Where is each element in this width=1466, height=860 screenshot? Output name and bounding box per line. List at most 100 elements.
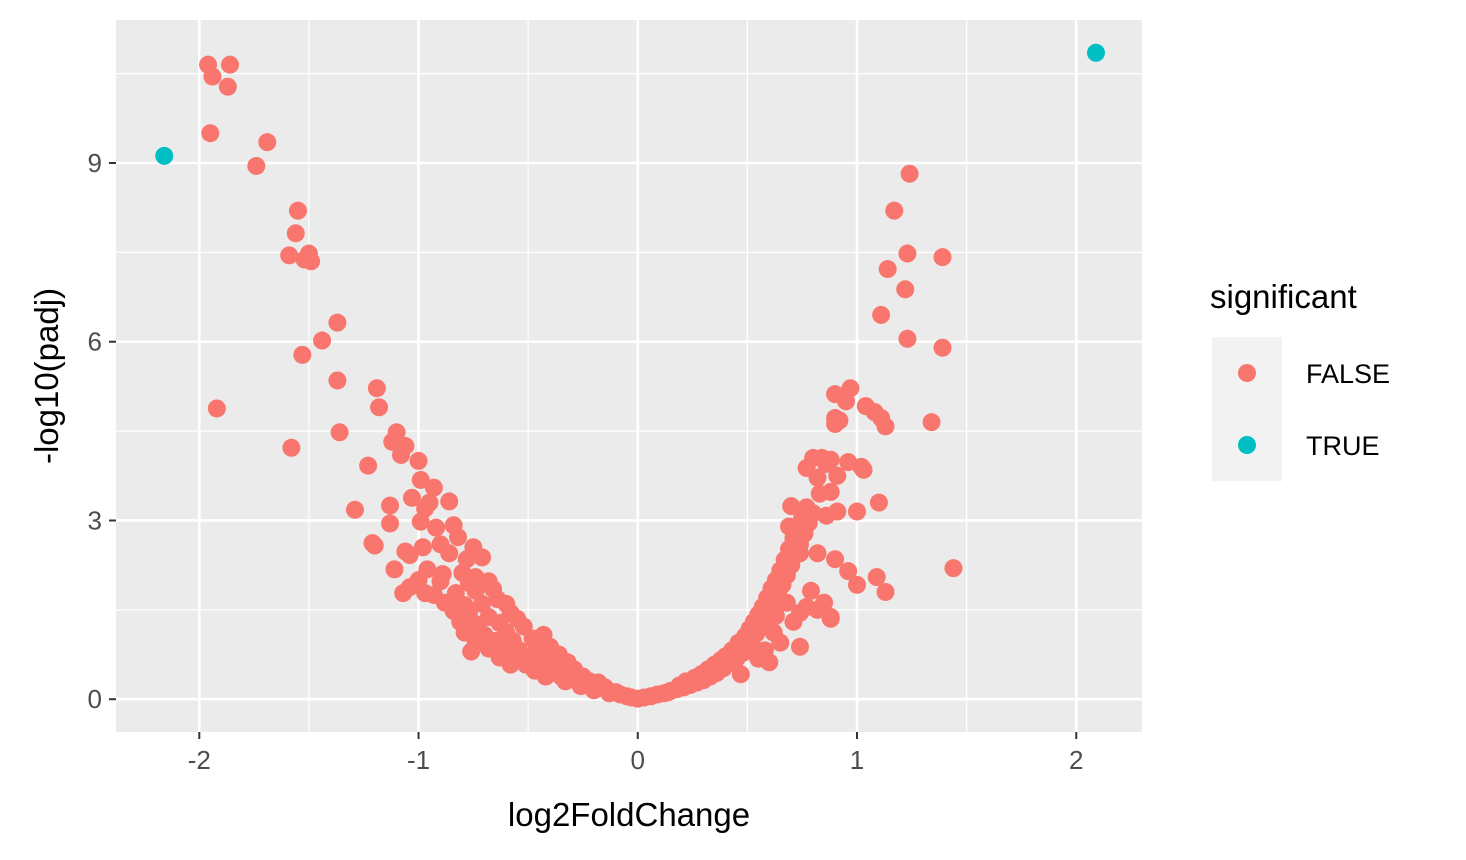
y-axis-title: -log10(padj) [28,288,65,464]
data-point-false [409,451,428,470]
data-point-false [815,593,834,612]
x-tick-label: -1 [407,745,430,775]
data-point-false [821,609,840,628]
data-point-false [411,470,430,489]
legend: significant FALSE TRUE [1210,278,1390,481]
data-point-true [155,146,174,165]
data-point-false [944,559,963,578]
data-point-false [258,133,277,152]
data-point-false [791,637,809,656]
data-point-false [876,582,895,601]
x-axis: -2 -1 0 1 2 [188,732,1083,775]
y-tick-label: 6 [88,327,102,357]
data-point-false [501,655,520,674]
data-point-false [385,560,404,579]
legend-title: significant [1210,278,1357,315]
data-point-false [381,514,400,533]
data-point-false [731,665,750,684]
data-point-false [830,411,849,430]
data-point-false [782,497,801,516]
x-tick-label: 2 [1069,745,1083,775]
data-point-false [933,248,952,267]
data-point-false [777,593,796,612]
legend-label-false: FALSE [1306,359,1390,389]
data-point-false [922,413,941,432]
data-point-false [536,667,555,686]
data-point-false [854,460,873,479]
y-tick-label: 0 [88,684,102,714]
data-point-false [872,305,891,324]
data-point-false [898,329,917,348]
data-point-false [795,522,814,541]
legend-label-true: TRUE [1306,431,1380,461]
data-point-true [1086,43,1105,62]
data-point-false [808,544,827,563]
data-point-false [900,164,919,183]
data-point-false [828,466,847,485]
data-point-false [302,252,321,271]
data-point-false [933,338,952,357]
data-point-false [288,201,307,220]
data-point-false [328,313,347,332]
data-point-false [365,536,384,555]
data-point-false [801,581,820,600]
data-point-false [402,488,421,507]
data-point-false [424,478,443,497]
data-point-false [876,417,895,436]
x-tick-label: -2 [188,745,211,775]
data-point-false [810,484,829,503]
data-point-false [848,575,866,594]
data-point-false [293,345,312,364]
data-point-false [345,500,364,519]
data-point-false [457,550,476,569]
data-point-false [449,528,467,547]
data-point-false [286,224,305,243]
data-point-false [221,55,239,74]
data-point-false [247,156,266,175]
data-point-false [848,502,866,521]
data-point-false [359,456,378,475]
data-point-false [826,550,845,569]
y-axis: 0 3 6 9 [88,148,116,714]
data-point-false [201,124,220,143]
data-point-false [885,201,904,220]
y-tick-label: 9 [88,148,102,178]
x-axis-title: log2FoldChange [508,796,750,833]
data-point-false [797,459,816,478]
data-point-false [411,512,430,531]
data-point-false [760,653,779,672]
data-point-false [766,606,785,625]
data-point-false [427,518,446,537]
data-point-false [392,445,410,464]
data-point-false [771,633,790,652]
data-point-false [584,681,603,700]
data-point-false [218,77,237,96]
x-tick-label: 0 [631,745,645,775]
data-point-false [797,498,816,517]
data-point-false [381,496,400,515]
data-point-false [370,398,389,417]
data-point-false [867,568,886,587]
data-points [155,43,1105,708]
data-point-false [898,244,917,263]
data-point-false [440,492,459,511]
data-point-false [282,438,301,457]
legend-swatch-true [1238,436,1256,454]
data-point-false [330,423,349,442]
data-point-false [828,502,847,521]
data-point-false [280,246,299,265]
data-point-false [869,493,888,512]
data-point-false [207,399,226,418]
data-point-false [780,517,799,536]
data-point-false [896,280,915,299]
data-point-false [328,371,347,390]
data-point-false [400,546,419,565]
legend-swatch-false [1238,364,1256,382]
data-point-false [440,544,459,563]
data-point-false [431,572,450,591]
data-point-false [473,548,492,567]
data-point-false [791,544,809,563]
data-point-false [841,379,860,398]
data-point-false [413,538,432,557]
